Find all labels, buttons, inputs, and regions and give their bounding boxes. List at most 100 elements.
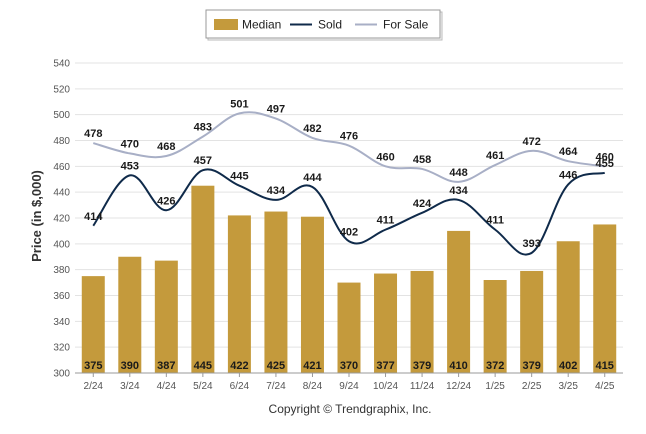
sold-value-label: 446: [559, 169, 577, 181]
for-sale-value-label: 464: [559, 146, 578, 158]
x-tick-label: 3/25: [558, 381, 578, 392]
legend-box: [205, 9, 441, 39]
x-tick-label: 5/24: [193, 381, 213, 392]
y-axis-label: Price (in $,000): [29, 170, 44, 262]
bar: [374, 273, 398, 373]
x-tick-label: 10/24: [373, 381, 398, 392]
for-sale-value-label: 470: [121, 138, 139, 150]
x-tick-label: 2/25: [522, 381, 542, 392]
for-sale-value-label: 468: [157, 141, 175, 153]
bar-value-label: 421: [303, 360, 321, 372]
bar: [264, 211, 288, 373]
for-sale-value-label: 460: [376, 151, 394, 163]
sold-value-label: 426: [157, 195, 175, 207]
sold-value-label: 457: [194, 155, 212, 167]
bar: [556, 241, 580, 373]
bar: [447, 230, 471, 373]
sold-value-label: 453: [121, 160, 139, 172]
for-sale-value-label: 458: [413, 154, 431, 166]
sold-value-label: 424: [413, 198, 432, 210]
bar: [227, 215, 251, 373]
bar: [410, 270, 434, 373]
bar: [483, 280, 507, 373]
x-tick-label: 1/25: [485, 381, 505, 392]
x-tick-label: 11/24: [410, 381, 435, 392]
bar-value-label: 377: [376, 360, 394, 372]
bar-value-label: 425: [267, 360, 285, 372]
sold-value-label: 434: [267, 185, 286, 197]
x-tick-label: 4/25: [595, 381, 615, 392]
bar: [191, 185, 215, 373]
bar-value-label: 415: [596, 360, 614, 372]
bar-value-label: 379: [522, 360, 540, 372]
bar-value-label: 372: [486, 360, 504, 372]
for-sale-value-label: 497: [267, 104, 285, 116]
x-tick-label: 12/24: [446, 381, 471, 392]
x-tick-label: 4/24: [157, 381, 177, 392]
bar-value-label: 370: [340, 360, 358, 372]
bar-value-label: 379: [413, 360, 431, 372]
y-tick-label: 480: [53, 136, 70, 147]
copyright-text: Copyright © Trendgraphix, Inc.: [269, 402, 432, 416]
sold-value-label: 434: [449, 185, 468, 197]
y-tick-label: 440: [53, 188, 70, 199]
y-tick-label: 320: [53, 343, 70, 354]
sold-value-label: 444: [303, 172, 322, 184]
lines: 414 453 426 457 445 434 444 402 411 424 434 411 393 4…: [84, 98, 614, 256]
bar-value-label: 387: [157, 360, 175, 372]
bar-value-label: 390: [121, 360, 139, 372]
sold-value-label: 411: [486, 215, 504, 227]
bar-value-label: 410: [449, 360, 467, 372]
bar-value-label: 402: [559, 360, 577, 372]
x-tick-label: 8/24: [303, 381, 323, 392]
y-tick-label: 520: [53, 84, 70, 95]
for-sale-line: [92, 111, 605, 183]
x-tick-label: 6/24: [230, 381, 250, 392]
bars: 375 390 387 445 422 425 421 370 377 379 410 372 379 4…: [81, 185, 617, 373]
for-sale-value-label: 472: [522, 136, 540, 148]
x-axis: 2/24 3/24 4/24 5/24 6/24 7/24 8/24 9/24 10/24 11/…: [75, 372, 623, 392]
for-sale-value-label: 483: [194, 122, 212, 134]
legend: Median Sold For Sale: [205, 9, 443, 41]
x-tick-label: 7/24: [266, 381, 286, 392]
bar: [81, 276, 105, 373]
legend-label-sold: Sold: [318, 18, 342, 32]
sold-value-label: 393: [522, 238, 540, 250]
bar-value-label: 375: [84, 360, 102, 372]
bar: [154, 260, 178, 373]
bar: [118, 256, 142, 373]
bar-value-label: 445: [194, 360, 212, 372]
sold-value-label: 411: [377, 215, 395, 227]
bar: [337, 282, 361, 373]
y-tick-label: 340: [53, 317, 70, 328]
bar: [520, 270, 544, 373]
y-tick-label: 420: [53, 214, 70, 225]
y-axis: 300 320 340 360 380 400 420 440 460 480 500 520 540: [53, 59, 70, 380]
legend-label-for-sale: For Sale: [383, 18, 429, 32]
x-tick-label: 2/24: [84, 381, 104, 392]
y-tick-label: 380: [53, 265, 70, 276]
sold-value-label: 402: [340, 226, 358, 238]
y-tick-label: 500: [53, 110, 70, 121]
for-sale-value-label: 460: [596, 151, 614, 163]
y-tick-label: 460: [53, 162, 70, 173]
bar-value-label: 422: [230, 360, 248, 372]
sold-line: [92, 168, 606, 256]
y-tick-label: 360: [53, 291, 70, 302]
for-sale-value-label: 448: [449, 167, 467, 179]
bar: [300, 216, 324, 373]
y-tick-label: 300: [53, 369, 70, 380]
for-sale-value-label: 461: [486, 150, 504, 162]
y-tick-label: 400: [53, 239, 70, 250]
x-tick-label: 3/24: [120, 381, 140, 392]
bar: [593, 224, 617, 373]
legend-swatch-median: [214, 19, 238, 30]
for-sale-value-label: 478: [84, 128, 102, 140]
x-tick-label: 9/24: [339, 381, 359, 392]
sold-value-label: 455: [596, 158, 614, 170]
for-sale-value-label: 482: [303, 123, 321, 135]
for-sale-value-label: 476: [340, 131, 358, 143]
for-sale-value-label: 501: [230, 98, 248, 110]
sold-value-label: 445: [230, 171, 248, 183]
sold-value-label: 414: [84, 211, 103, 223]
